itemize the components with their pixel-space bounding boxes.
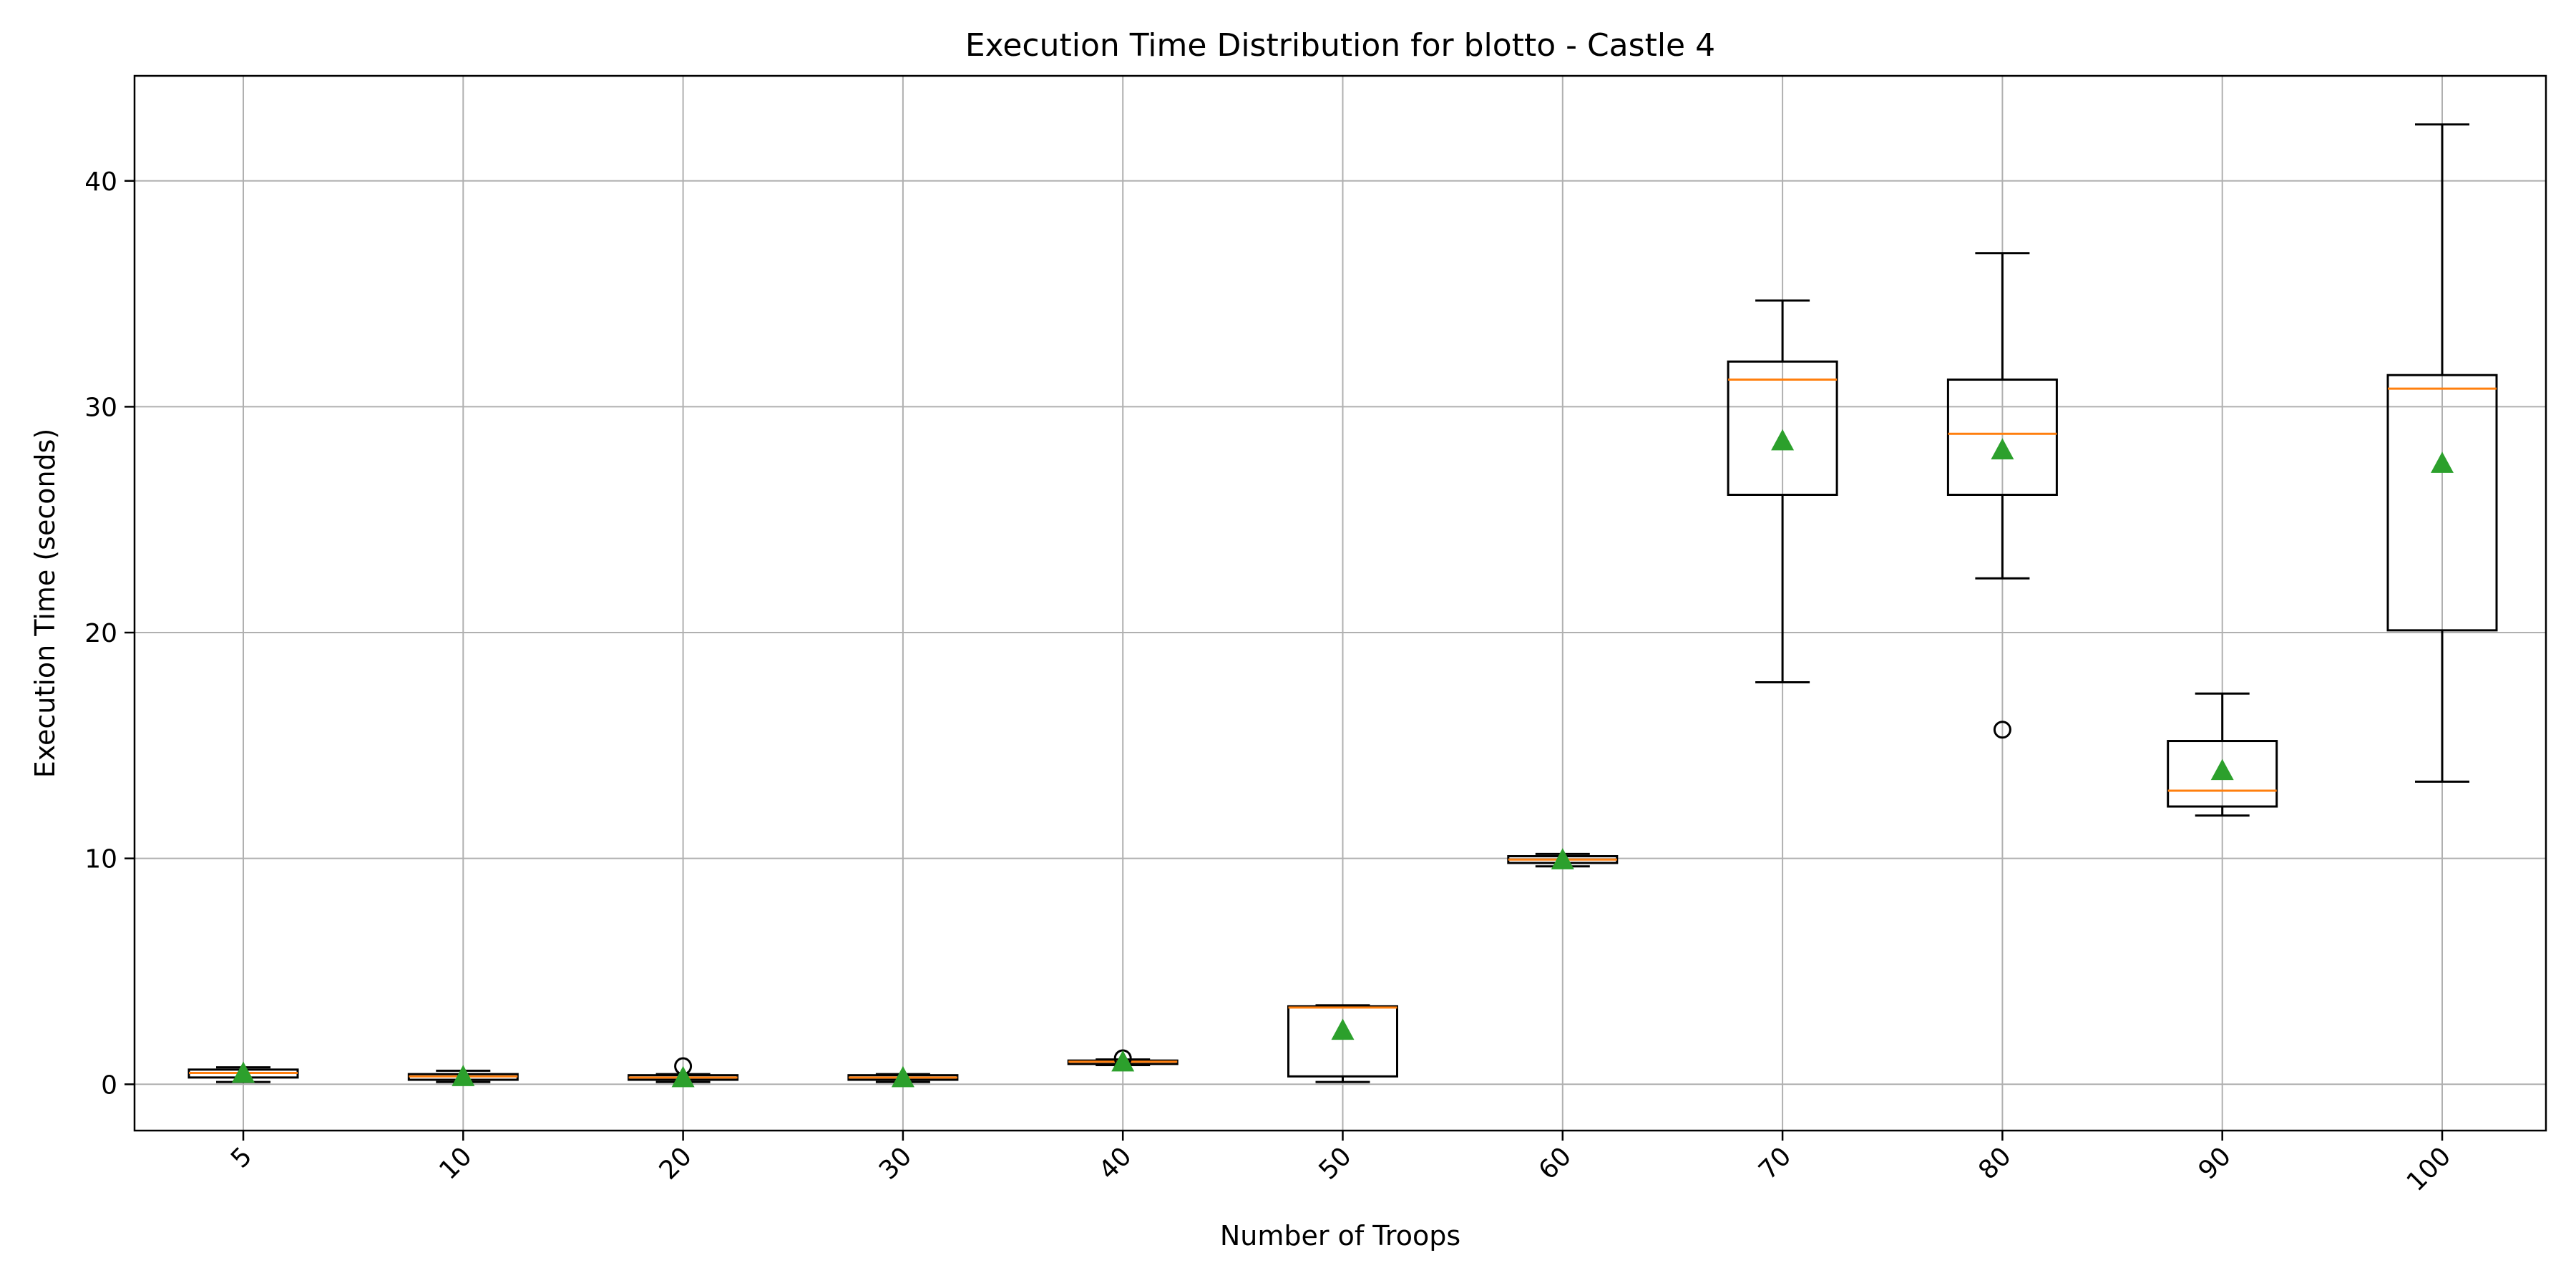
- y-tick-label: 0: [101, 1070, 117, 1100]
- box-10: [407, 1065, 519, 1086]
- boxes: [187, 123, 2498, 1088]
- y-tick-label: 10: [84, 845, 117, 874]
- y-tick-label: 40: [84, 167, 117, 197]
- chart-title: Execution Time Distribution for blotto -…: [965, 27, 1715, 64]
- plot-frame: [133, 74, 2547, 1132]
- box-50: [1287, 1004, 1398, 1083]
- y-tick-label: 20: [84, 619, 117, 648]
- y-tick-label: 30: [84, 393, 117, 422]
- mean-marker: [1991, 438, 2014, 459]
- box-60: [1507, 848, 1619, 869]
- mean-marker: [2210, 758, 2234, 781]
- box-body: [1946, 379, 2058, 496]
- box-20: [628, 1057, 739, 1088]
- mean-marker: [1111, 1050, 1135, 1072]
- mean-marker: [2431, 452, 2454, 473]
- mean-marker: [1331, 1018, 1355, 1040]
- mean-marker: [452, 1065, 475, 1086]
- x-axis-label: Number of Troops: [1220, 1220, 1460, 1252]
- box-body: [1727, 360, 1838, 496]
- mean-marker: [1771, 429, 1795, 451]
- box-body: [1287, 1005, 1398, 1078]
- box-90: [2167, 692, 2278, 817]
- mean-marker: [891, 1065, 914, 1088]
- box-body: [2386, 374, 2498, 632]
- box-30: [847, 1065, 959, 1088]
- box-100: [2386, 123, 2498, 783]
- y-axis-label: Execution Time (seconds): [29, 429, 61, 779]
- mean-marker: [671, 1065, 695, 1088]
- box-40: [1067, 1049, 1179, 1072]
- box-70: [1727, 299, 1838, 683]
- box-80: [1946, 252, 2058, 739]
- outlier-point: [1993, 721, 2011, 739]
- box-body: [2167, 740, 2278, 808]
- mean-marker: [1551, 848, 1574, 869]
- mean-marker: [232, 1061, 255, 1083]
- box-5: [187, 1061, 299, 1083]
